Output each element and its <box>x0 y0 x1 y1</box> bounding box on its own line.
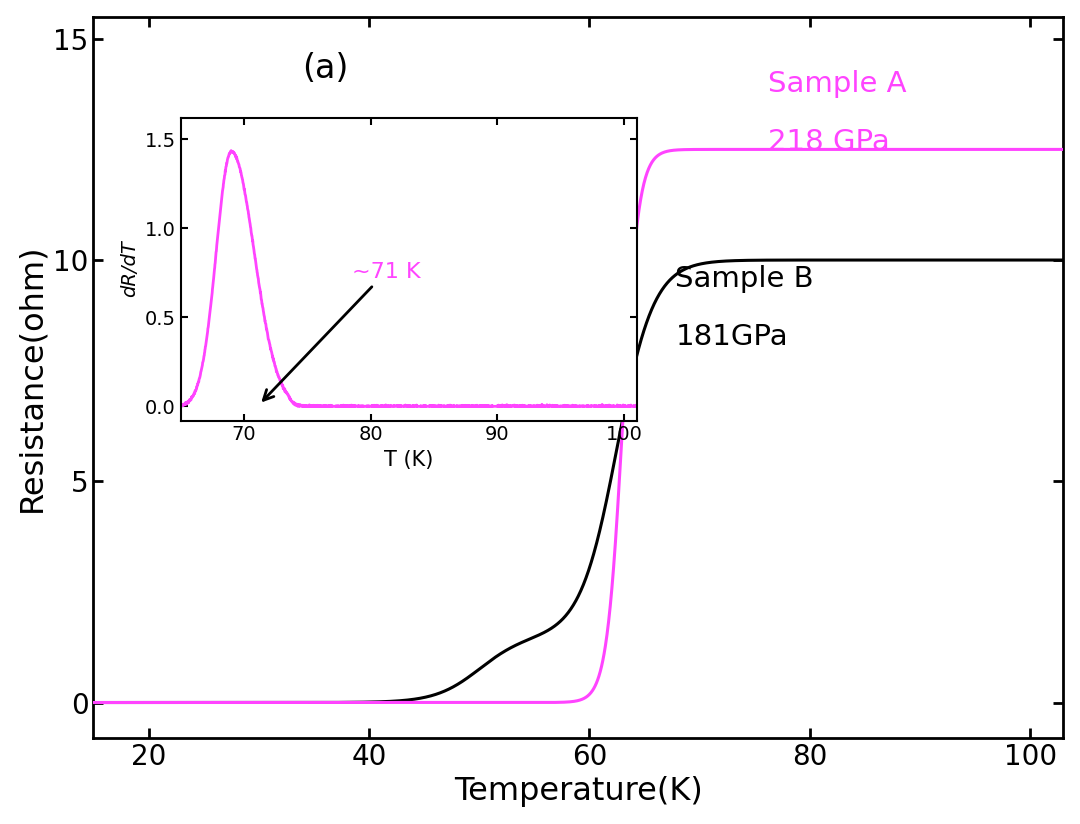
Text: Sample B: Sample B <box>675 265 814 293</box>
X-axis label: Temperature(K): Temperature(K) <box>454 776 703 808</box>
Text: (a): (a) <box>302 52 349 85</box>
Text: 181GPa: 181GPa <box>675 323 788 351</box>
Text: 218 GPa: 218 GPa <box>768 128 889 156</box>
Y-axis label: Resistance(ohm): Resistance(ohm) <box>16 243 48 512</box>
Text: Sample A: Sample A <box>768 70 906 98</box>
